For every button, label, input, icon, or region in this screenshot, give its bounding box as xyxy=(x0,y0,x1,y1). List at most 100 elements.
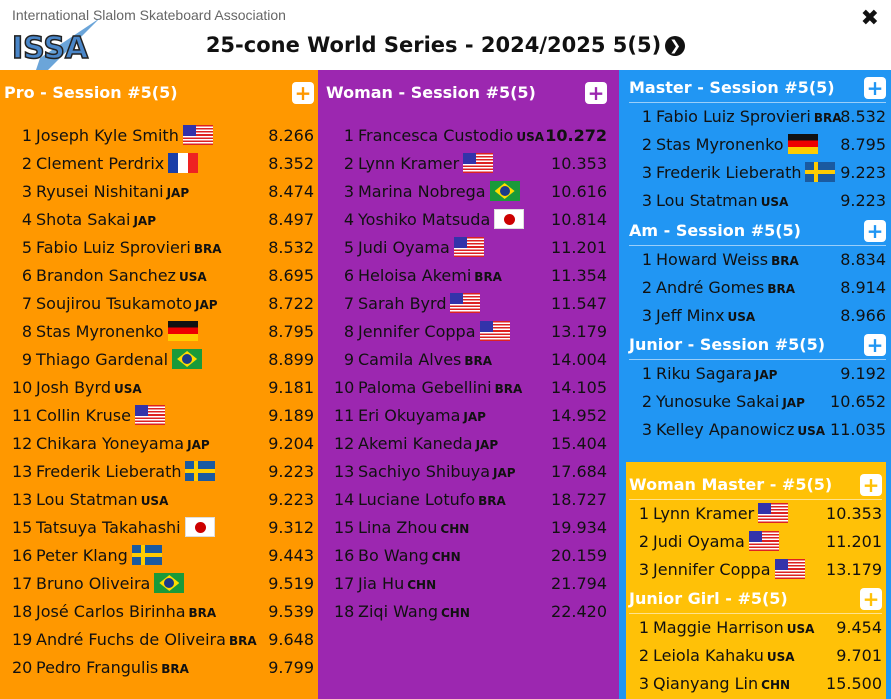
list-item[interactable]: 8 Stas Myronenko 8.795 xyxy=(12,318,314,346)
country-code: JAP xyxy=(463,410,486,424)
rank: 8 xyxy=(343,322,354,341)
list-item[interactable]: 8 Jennifer Coppa 13.179 xyxy=(334,318,607,346)
list-item[interactable]: 13 Sachiyo Shibuya JAP 17.684 xyxy=(334,458,607,486)
list-item[interactable]: 3 Kelley Apanowicz USA 11.035 xyxy=(632,416,886,444)
list-item[interactable]: 5 Fabio Luiz Sprovieri BRA 8.532 xyxy=(12,234,314,262)
list-item[interactable]: 2 Leiola Kahaku USA 9.701 xyxy=(629,642,882,670)
list-item[interactable]: 1 Maggie Harrison USA 9.454 xyxy=(629,614,882,642)
list-item[interactable]: 15 Lina Zhou CHN 19.934 xyxy=(334,514,607,542)
list-item[interactable]: 1 Riku Sagara JAP 9.192 xyxy=(632,360,886,388)
ranking-list: 1 Joseph Kyle Smith 8.266 2 Clement Perdrix 8… xyxy=(4,122,314,682)
list-item[interactable]: 16 Peter Klang 9.443 xyxy=(12,542,314,570)
add-button[interactable]: + xyxy=(860,588,882,610)
list-item[interactable]: 14 Luciane Lotufo BRA 18.727 xyxy=(334,486,607,514)
list-item[interactable]: 5 Judi Oyama 11.201 xyxy=(334,234,607,262)
athlete-name: Francesca Custodio xyxy=(358,126,514,145)
flag-usa-icon xyxy=(450,293,481,313)
country-code: USA xyxy=(113,382,142,396)
list-item[interactable]: 6 Brandon Sanchez USA 8.695 xyxy=(12,262,314,290)
list-item[interactable]: 16 Bo Wang CHN 20.159 xyxy=(334,542,607,570)
time: 9.454 xyxy=(836,618,882,637)
athlete-name: Soujirou Tsukamoto xyxy=(36,294,193,313)
section-woman-master: Woman Master - #5(5) +1 Lynn Kramer 10.353 2… xyxy=(626,470,886,584)
list-item[interactable]: 17 Bruno Oliveira 9.519 xyxy=(12,570,314,598)
athlete-name: Tatsuya Takahashi xyxy=(36,518,181,537)
section-title: Junior Girl - #5(5) xyxy=(629,589,788,608)
list-item[interactable]: 12 Chikara Yoneyama JAP 9.204 xyxy=(12,430,314,458)
rank: 1 xyxy=(638,504,649,523)
list-item[interactable]: 3 Lou Statman USA 9.223 xyxy=(632,187,886,215)
close-icon[interactable]: ✖ xyxy=(860,6,879,31)
list-item[interactable]: 17 Jia Hu CHN 21.794 xyxy=(334,570,607,598)
list-item[interactable]: 10 Josh Byrd USA 9.181 xyxy=(12,374,314,402)
list-item[interactable]: 4 Shota Sakai JAP 8.497 xyxy=(12,206,314,234)
list-item[interactable]: 13 Frederik Lieberath 9.223 xyxy=(12,458,314,486)
list-item[interactable]: 6 Heloisa Akemi BRA 11.354 xyxy=(334,262,607,290)
list-item[interactable]: 9 Thiago Gardenal 8.899 xyxy=(12,346,314,374)
list-item[interactable]: 9 Camila Alves BRA 14.004 xyxy=(334,346,607,374)
time: 17.684 xyxy=(551,462,607,481)
athlete-name: Judi Oyama xyxy=(653,532,745,551)
add-button[interactable]: + xyxy=(860,474,882,496)
list-item[interactable]: 7 Soujirou Tsukamoto JAP 8.722 xyxy=(12,290,314,318)
country-code: USA xyxy=(516,130,545,144)
rank: 6 xyxy=(21,266,32,285)
athlete-name: André Fuchs de Oliveira xyxy=(36,630,226,649)
list-item[interactable]: 10 Paloma Gebellini BRA 14.105 xyxy=(334,374,607,402)
flag-swe-icon xyxy=(805,162,836,182)
time: 9.223 xyxy=(268,462,314,481)
flag-usa-icon xyxy=(748,531,779,551)
athlete-name: Bo Wang xyxy=(358,546,429,565)
list-item[interactable]: 19 André Fuchs de Oliveira BRA 9.648 xyxy=(12,626,314,654)
list-item[interactable]: 3 Frederik Lieberath 9.223 xyxy=(632,159,886,187)
list-item[interactable]: 2 Stas Myronenko 8.795 xyxy=(632,131,886,159)
list-item[interactable]: 1 Francesca Custodio USA 10.272 xyxy=(334,122,607,150)
list-item[interactable]: 1 Howard Weiss BRA 8.834 xyxy=(632,246,886,274)
list-item[interactable]: 11 Eri Okuyama JAP 14.952 xyxy=(334,402,607,430)
athlete-name: Howard Weiss xyxy=(656,250,769,269)
add-button[interactable]: + xyxy=(292,82,314,104)
list-item[interactable]: 2 Lynn Kramer 10.353 xyxy=(334,150,607,178)
section-header: Am - Session #5(5) + xyxy=(629,216,886,246)
list-item[interactable]: 12 Akemi Kaneda JAP 15.404 xyxy=(334,430,607,458)
list-item[interactable]: 3 Jeff Minx USA 8.966 xyxy=(632,302,886,330)
list-item[interactable]: 18 Ziqi Wang CHN 22.420 xyxy=(334,598,607,626)
ranking-list: 1 Maggie Harrison USA 9.454 2 Leiola Kahaku US… xyxy=(629,614,882,698)
section-junior: Junior - Session #5(5) +1 Riku Sagara JAP 9.… xyxy=(619,330,891,444)
rank: 3 xyxy=(641,420,652,439)
list-item[interactable]: 20 Pedro Frangulis BRA 9.799 xyxy=(12,654,314,682)
header: International Slalom Skateboard Associat… xyxy=(0,0,891,88)
time: 11.035 xyxy=(830,420,886,439)
ranking-list: 1 Francesca Custodio USA 10.272 2 Lynn Kramer… xyxy=(326,122,607,626)
list-item[interactable]: 7 Sarah Byrd 11.547 xyxy=(334,290,607,318)
list-item[interactable]: 2 Judi Oyama 11.201 xyxy=(629,528,882,556)
country-code: JAP xyxy=(133,214,156,228)
list-item[interactable]: 4 Yoshiko Matsuda 10.814 xyxy=(334,206,607,234)
list-item[interactable]: 2 André Gomes BRA 8.914 xyxy=(632,274,886,302)
athlete-name: Lynn Kramer xyxy=(653,504,755,523)
add-button[interactable]: + xyxy=(864,77,886,99)
athlete-name: Jia Hu xyxy=(358,574,405,593)
section-header: Woman - Session #5(5) + xyxy=(326,78,607,108)
add-button[interactable]: + xyxy=(864,334,886,356)
flag-jpn-icon xyxy=(184,517,215,537)
list-item[interactable]: 1 Joseph Kyle Smith 8.266 xyxy=(12,122,314,150)
list-item[interactable]: 2 Clement Perdrix 8.352 xyxy=(12,150,314,178)
list-item[interactable]: 11 Collin Kruse 9.189 xyxy=(12,402,314,430)
add-button[interactable]: + xyxy=(864,220,886,242)
next-arrow-icon[interactable]: ❯ xyxy=(665,36,686,56)
list-item[interactable]: 3 Jennifer Coppa 13.179 xyxy=(629,556,882,584)
country-code: USA xyxy=(727,310,756,324)
time: 9.312 xyxy=(268,518,314,537)
time: 14.105 xyxy=(551,378,607,397)
list-item[interactable]: 18 José Carlos Birinha BRA 9.539 xyxy=(12,598,314,626)
list-item[interactable]: 1 Lynn Kramer 10.353 xyxy=(629,500,882,528)
add-button[interactable]: + xyxy=(585,82,607,104)
list-item[interactable]: 3 Marina Nobrega 10.616 xyxy=(334,178,607,206)
list-item[interactable]: 15 Tatsuya Takahashi 9.312 xyxy=(12,514,314,542)
list-item[interactable]: 2 Yunosuke Sakai JAP 10.652 xyxy=(632,388,886,416)
list-item[interactable]: 3 Ryusei Nishitani JAP 8.474 xyxy=(12,178,314,206)
list-item[interactable]: 3 Qianyang Lin CHN 15.500 xyxy=(629,670,882,698)
list-item[interactable]: 1 Fabio Luiz Sprovieri BRA 8.532 xyxy=(632,103,886,131)
list-item[interactable]: 13 Lou Statman USA 9.223 xyxy=(12,486,314,514)
